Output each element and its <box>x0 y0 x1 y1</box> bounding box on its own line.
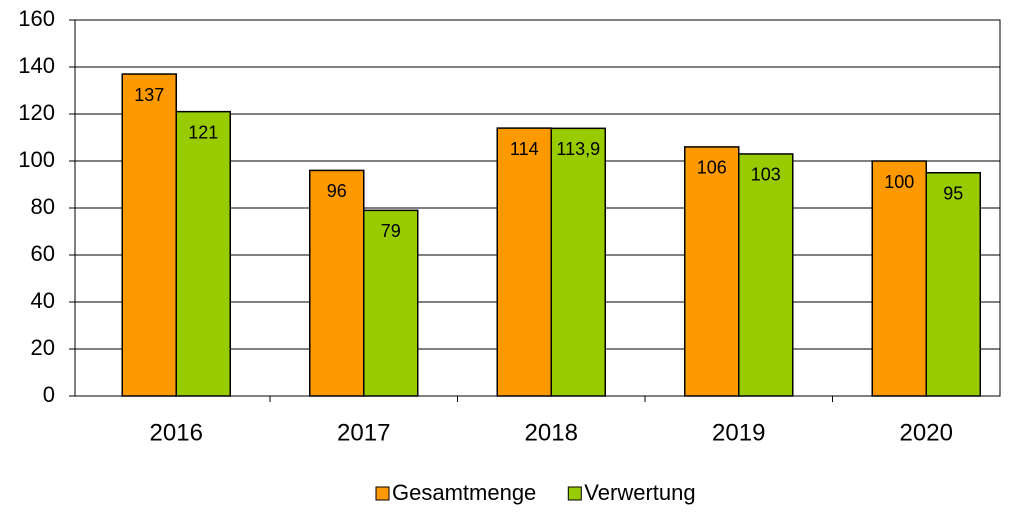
y-tick-label: 100 <box>18 147 55 172</box>
y-tick-label: 120 <box>18 100 55 125</box>
bar <box>175 110 231 397</box>
data-label: 137 <box>134 85 164 105</box>
y-tick-label: 20 <box>31 335 55 360</box>
bar <box>738 153 794 397</box>
y-tick-label: 60 <box>31 241 55 266</box>
bar <box>684 146 740 397</box>
bar <box>121 73 177 397</box>
x-tick-label: 2020 <box>900 419 953 446</box>
legend-swatch <box>567 486 582 501</box>
x-tick-label: 2018 <box>525 419 578 446</box>
y-tick-label: 160 <box>18 6 55 31</box>
bar <box>871 160 927 397</box>
bar <box>925 172 981 397</box>
legend-swatch <box>375 486 390 501</box>
x-tick-label: 2019 <box>712 419 765 446</box>
data-label: 106 <box>697 158 727 178</box>
y-tick-label: 0 <box>43 382 55 407</box>
data-label: 121 <box>188 122 218 142</box>
legend-label: Verwertung <box>584 480 695 505</box>
data-label: 103 <box>751 165 781 185</box>
data-label: 113,9 <box>556 139 600 159</box>
data-label: 95 <box>943 184 963 204</box>
y-tick-label: 80 <box>31 194 55 219</box>
bar <box>309 169 365 397</box>
x-tick-label: 2017 <box>337 419 390 446</box>
data-label: 100 <box>884 172 914 192</box>
legend-label: Gesamtmenge <box>392 480 536 505</box>
y-tick-label: 140 <box>18 53 55 78</box>
x-tick-label: 2016 <box>150 419 203 446</box>
data-label: 96 <box>327 181 347 201</box>
bar <box>496 127 552 397</box>
bar <box>363 209 419 397</box>
bar <box>550 127 606 397</box>
data-label: 114 <box>510 139 539 159</box>
data-label: 79 <box>381 221 401 241</box>
y-tick-label: 40 <box>31 288 55 313</box>
